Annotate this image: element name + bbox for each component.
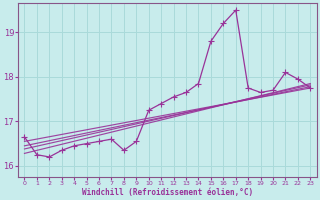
X-axis label: Windchill (Refroidissement éolien,°C): Windchill (Refroidissement éolien,°C) xyxy=(82,188,253,197)
